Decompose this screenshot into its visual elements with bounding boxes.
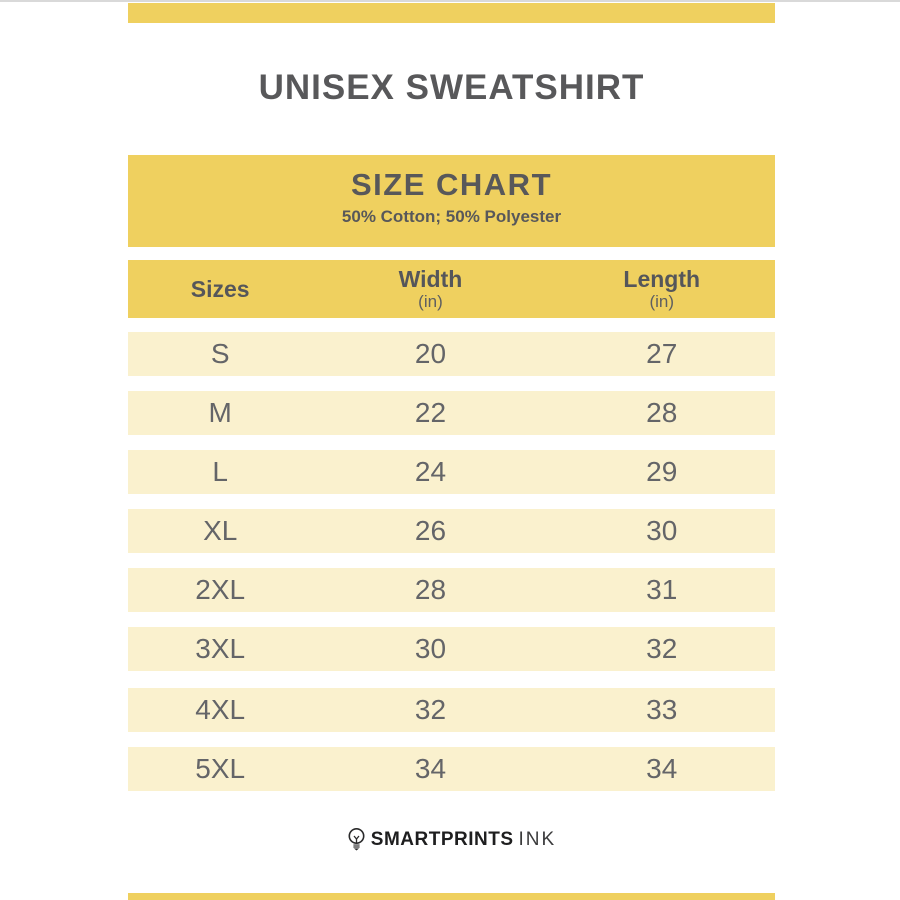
width-cell: 20 [414,338,447,369]
size-table-body: S 20 27 M 22 28 L 24 29 XL 26 30 2XL 28 [128,332,775,806]
size-cell: 4XL [195,694,246,725]
content-column: UNISEX SWEATSHIRT SIZE CHART 50% Cotton;… [128,0,775,900]
top-accent-bar [128,3,775,23]
column-label: Length [623,266,701,292]
table-row-s: S 20 27 [128,332,775,376]
length-cell: 30 [646,515,678,546]
fabric-subheading: 50% Cotton; 50% Polyester [341,207,562,226]
table-header-row: Sizes Width (in) Length (in) [128,260,775,318]
width-cell: 34 [414,753,447,784]
size-cell: 2XL [195,574,246,605]
size-cell: 5XL [195,753,246,784]
column-label: Width [398,266,463,292]
brand-name-light: INK [518,829,557,850]
table-row-xl: XL 26 30 [128,509,775,553]
brand-name-bold: SMARTPRINTS [370,829,514,850]
bottom-accent-bar [128,893,775,900]
width-cell: 30 [414,633,447,664]
length-cell: 31 [646,574,678,605]
width-cell: 28 [414,574,447,605]
table-row-4xl: 4XL 32 33 [128,688,775,732]
page-title: UNISEX SWEATSHIRT [258,68,645,107]
width-cell: 22 [414,397,447,428]
column-header-width: Width (in) [312,260,548,318]
lightbulb-icon [347,827,366,853]
top-hairline [0,0,900,2]
column-unit: (in) [418,292,443,311]
length-cell: 29 [646,456,678,487]
table-row-2xl: 2XL 28 31 [128,568,775,612]
size-cell: S [210,338,230,369]
table-row-l: L 24 29 [128,450,775,494]
width-cell: 26 [414,515,447,546]
length-cell: 27 [646,338,678,369]
length-cell: 28 [646,397,678,428]
column-unit: (in) [649,292,675,311]
brand-logo: SMARTPRINTS INK [128,818,775,862]
column-header-sizes: Sizes [128,260,312,318]
size-chart-banner: SIZE CHART 50% Cotton; 50% Polyester [128,155,775,247]
size-cell: XL [203,515,238,546]
width-cell: 32 [414,694,447,725]
length-cell: 34 [646,753,678,784]
column-label: Sizes [190,276,250,302]
length-cell: 33 [646,694,678,725]
size-cell: M [208,397,232,428]
table-row-m: M 22 28 [128,391,775,435]
size-cell: 3XL [195,633,246,664]
table-row-3xl: 3XL 30 32 [128,627,775,671]
column-header-length: Length (in) [549,260,775,318]
table-row-5xl: 5XL 34 34 [128,747,775,791]
width-cell: 24 [414,456,447,487]
length-cell: 32 [646,633,678,664]
size-cell: L [212,456,228,487]
size-chart-heading: SIZE CHART [351,167,552,202]
